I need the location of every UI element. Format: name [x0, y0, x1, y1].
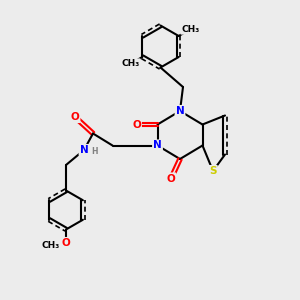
Text: S: S [209, 166, 217, 176]
Text: O: O [61, 238, 70, 248]
Text: O: O [70, 112, 80, 122]
Text: O: O [132, 119, 141, 130]
Text: H: H [91, 147, 98, 156]
Text: CH₃: CH₃ [122, 59, 140, 68]
Text: N: N [176, 106, 184, 116]
Text: CH₃: CH₃ [42, 242, 60, 250]
Text: N: N [153, 140, 162, 151]
Text: CH₃: CH₃ [181, 25, 200, 34]
Text: O: O [167, 173, 176, 184]
Text: N: N [80, 145, 88, 155]
